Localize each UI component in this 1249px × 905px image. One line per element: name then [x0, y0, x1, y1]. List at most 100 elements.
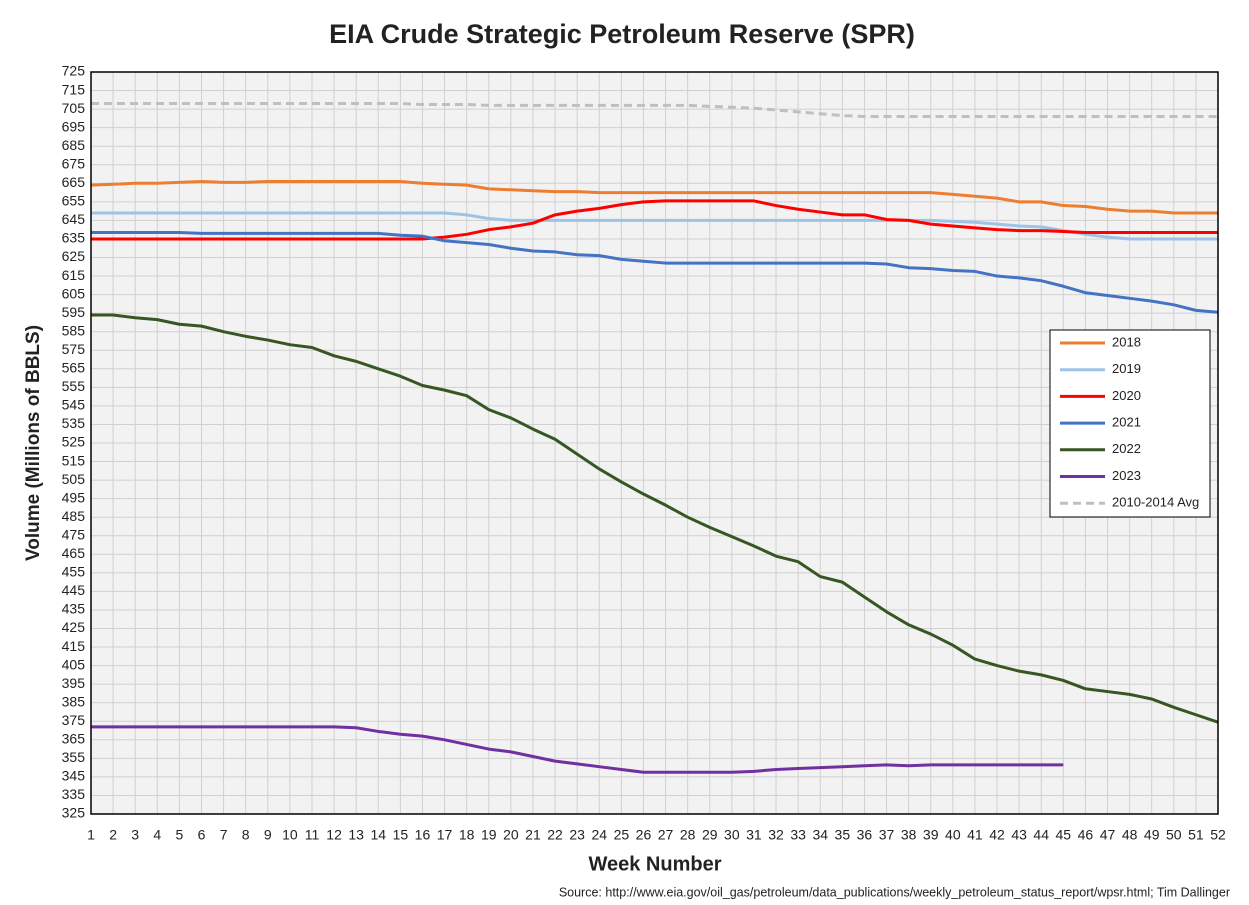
x-tick-label: 32 — [768, 827, 784, 843]
legend-label: 2021 — [1112, 415, 1141, 430]
y-tick-label: 685 — [62, 137, 86, 153]
y-tick-label: 495 — [62, 489, 86, 505]
x-tick-label: 45 — [1056, 827, 1072, 843]
x-tick-label: 46 — [1078, 827, 1094, 843]
x-tick-label: 39 — [923, 827, 939, 843]
y-tick-label: 725 — [62, 63, 86, 79]
x-tick-label: 6 — [198, 827, 206, 843]
legend-label: 2020 — [1112, 388, 1141, 403]
x-tick-label: 34 — [812, 827, 828, 843]
x-tick-label: 15 — [393, 827, 409, 843]
y-tick-label: 525 — [62, 434, 86, 450]
y-tick-label: 335 — [62, 786, 86, 802]
series-line — [91, 313, 1219, 724]
y-tick-label: 475 — [62, 526, 86, 542]
x-tick-label: 47 — [1100, 827, 1116, 843]
x-tick-label: 5 — [175, 827, 183, 843]
y-tick-label: 385 — [62, 693, 86, 709]
legend-label: 2018 — [1112, 334, 1141, 349]
x-tick-label: 42 — [989, 827, 1005, 843]
x-tick-label: 28 — [680, 827, 696, 843]
y-tick-label: 585 — [62, 322, 86, 338]
x-tick-label: 1 — [87, 827, 95, 843]
x-tick-label: 35 — [835, 827, 851, 843]
x-tick-label: 23 — [569, 827, 585, 843]
x-tick-label: 26 — [636, 827, 652, 843]
x-tick-label: 22 — [547, 827, 563, 843]
x-tick-label: 48 — [1122, 827, 1138, 843]
x-tick-label: 9 — [264, 827, 272, 843]
series-line — [91, 102, 1218, 119]
x-tick-label: 40 — [945, 827, 961, 843]
y-tick-label: 345 — [62, 768, 86, 784]
x-tick-label: 37 — [879, 827, 895, 843]
x-tick-label: 14 — [370, 827, 386, 843]
y-tick-label: 645 — [62, 211, 86, 227]
y-tick-label: 425 — [62, 619, 86, 635]
x-tick-label: 24 — [591, 827, 607, 843]
y-tick-label: 375 — [62, 712, 86, 728]
y-tick-label: 435 — [62, 601, 86, 617]
x-tick-label: 36 — [857, 827, 873, 843]
y-tick-label: 515 — [62, 452, 86, 468]
y-tick-label: 415 — [62, 638, 86, 654]
x-tick-label: 4 — [153, 827, 161, 843]
y-tick-label: 485 — [62, 508, 86, 524]
y-tick-label: 555 — [62, 378, 86, 394]
x-tick-label: 19 — [481, 827, 497, 843]
legend-label: 2022 — [1112, 441, 1141, 456]
x-tick-label: 33 — [790, 827, 806, 843]
x-tick-label: 44 — [1033, 827, 1049, 843]
y-tick-label: 595 — [62, 304, 86, 320]
y-tick-label: 395 — [62, 675, 86, 691]
x-tick-label: 38 — [901, 827, 917, 843]
x-tick-label: 11 — [305, 827, 320, 843]
x-tick-label: 25 — [614, 827, 630, 843]
series-line — [90, 179, 1218, 215]
series-line — [91, 199, 1218, 241]
y-tick-label: 635 — [62, 230, 86, 246]
source-note: Source: http://www.eia.gov/oil_gas/petro… — [559, 885, 1230, 899]
chart-title: EIA Crude Strategic Petroleum Reserve (S… — [329, 19, 915, 49]
series-line — [91, 725, 1064, 774]
y-tick-label: 715 — [62, 81, 86, 97]
x-tick-label: 16 — [415, 827, 431, 843]
series-line — [91, 230, 1219, 314]
y-tick-label: 455 — [62, 564, 86, 580]
x-tick-label: 27 — [658, 827, 674, 843]
x-tick-label: 10 — [282, 827, 298, 843]
x-tick-label: 21 — [525, 827, 541, 843]
x-tick-label: 50 — [1166, 827, 1182, 843]
y-tick-label: 625 — [62, 248, 86, 264]
y-tick-label: 615 — [62, 267, 86, 283]
y-tick-label: 365 — [62, 731, 86, 747]
x-tick-label: 31 — [746, 827, 762, 843]
x-tick-label: 3 — [131, 827, 139, 843]
x-tick-label: 18 — [459, 827, 475, 843]
y-tick-label: 575 — [62, 341, 86, 357]
y-tick-label: 705 — [62, 100, 86, 116]
legend-label: 2019 — [1112, 361, 1141, 376]
y-tick-label: 565 — [62, 360, 86, 376]
x-tick-label: 8 — [242, 827, 250, 843]
legend-label: 2023 — [1112, 468, 1141, 483]
x-tick-label: 2 — [109, 827, 117, 843]
y-tick-label: 675 — [62, 155, 86, 171]
y-tick-label: 355 — [62, 749, 86, 765]
x-tick-label: 20 — [503, 827, 519, 843]
legend-label: 2010-2014 Avg — [1112, 495, 1199, 510]
y-tick-label: 665 — [62, 174, 86, 190]
plot-border — [90, 71, 1219, 815]
x-tick-label: 12 — [326, 827, 342, 843]
series-line — [91, 211, 1218, 241]
x-tick-label: 29 — [702, 827, 718, 843]
x-tick-label: 49 — [1144, 827, 1160, 843]
x-tick-label: 43 — [1011, 827, 1027, 843]
x-tick-label: 30 — [724, 827, 740, 843]
x-axis-title: Week Number — [588, 853, 721, 875]
x-tick-label: 7 — [220, 827, 228, 843]
x-tick-label: 52 — [1210, 827, 1226, 843]
y-axis-title: Volume (Millions of BBLS) — [23, 325, 44, 561]
y-tick-label: 605 — [62, 285, 86, 301]
